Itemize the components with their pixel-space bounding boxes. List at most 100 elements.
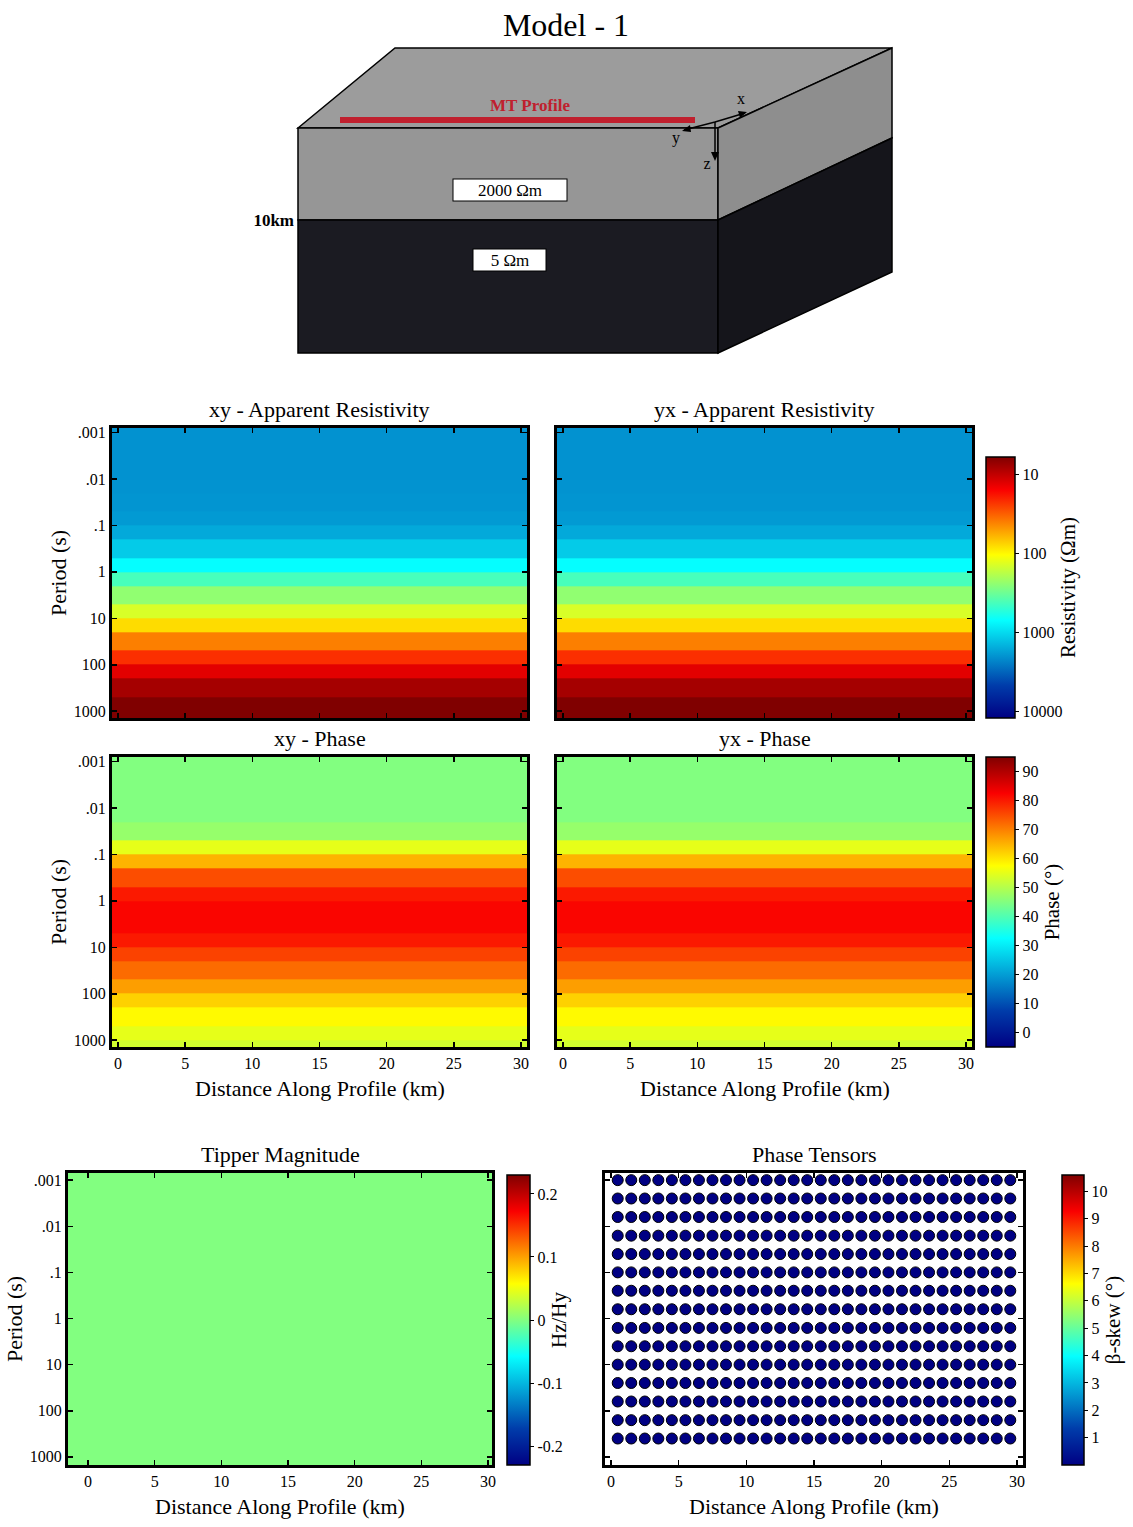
svg-text:Period (s): Period (s) <box>46 859 71 945</box>
svg-text:1000: 1000 <box>1022 624 1054 641</box>
svg-text:25: 25 <box>413 1473 429 1490</box>
svg-text:30: 30 <box>480 1473 496 1490</box>
svg-text:90: 90 <box>1022 763 1038 780</box>
svg-text:.01: .01 <box>42 1218 62 1235</box>
svg-text:0: 0 <box>114 1055 122 1072</box>
svg-text:15: 15 <box>757 1055 773 1072</box>
svg-text:5 Ωm: 5 Ωm <box>491 251 530 270</box>
svg-text:30: 30 <box>1022 937 1038 954</box>
svg-text:1000: 1000 <box>74 1032 106 1049</box>
svg-text:10km: 10km <box>253 211 294 230</box>
svg-text:yx - Apparent Resistivity: yx - Apparent Resistivity <box>654 397 875 422</box>
svg-text:β-skew (°): β-skew (°) <box>1101 1276 1125 1364</box>
svg-text:15: 15 <box>312 1055 328 1072</box>
svg-text:1: 1 <box>54 1310 62 1327</box>
svg-text:70: 70 <box>1022 821 1038 838</box>
svg-text:5: 5 <box>151 1473 159 1490</box>
svg-text:5: 5 <box>1091 1320 1099 1337</box>
svg-text:15: 15 <box>280 1473 296 1490</box>
svg-text:10: 10 <box>213 1473 229 1490</box>
svg-text:xy - Phase: xy - Phase <box>274 726 366 751</box>
svg-text:4: 4 <box>1091 1347 1099 1364</box>
svg-text:xy - Apparent Resistivity: xy - Apparent Resistivity <box>209 397 430 422</box>
svg-text:0: 0 <box>537 1312 545 1329</box>
svg-text:.01: .01 <box>86 800 106 817</box>
svg-text:20: 20 <box>347 1473 363 1490</box>
svg-text:9: 9 <box>1091 1210 1099 1227</box>
svg-text:Tipper Magnitude: Tipper Magnitude <box>201 1142 360 1167</box>
svg-text:.1: .1 <box>94 517 106 534</box>
svg-text:30: 30 <box>958 1055 974 1072</box>
svg-text:6: 6 <box>1091 1292 1099 1309</box>
svg-text:-0.2: -0.2 <box>537 1438 562 1455</box>
svg-text:.1: .1 <box>50 1264 62 1281</box>
svg-text:40: 40 <box>1022 908 1038 925</box>
svg-text:10: 10 <box>90 939 106 956</box>
svg-text:60: 60 <box>1022 850 1038 867</box>
svg-text:.001: .001 <box>78 424 106 441</box>
svg-text:Distance Along Profile (km): Distance Along Profile (km) <box>155 1494 405 1519</box>
svg-text:10: 10 <box>90 610 106 627</box>
svg-text:2000 Ωm: 2000 Ωm <box>478 181 542 200</box>
svg-text:Resistivity (Ωm): Resistivity (Ωm) <box>1056 517 1080 658</box>
svg-text:15: 15 <box>806 1473 822 1490</box>
svg-text:1: 1 <box>98 892 106 909</box>
svg-text:10: 10 <box>689 1055 705 1072</box>
svg-text:7: 7 <box>1091 1265 1099 1282</box>
svg-text:25: 25 <box>941 1473 957 1490</box>
svg-text:80: 80 <box>1022 792 1038 809</box>
svg-text:50: 50 <box>1022 879 1038 896</box>
svg-text:0: 0 <box>607 1473 615 1490</box>
svg-text:-0.1: -0.1 <box>537 1375 562 1392</box>
svg-text:0.2: 0.2 <box>537 1186 557 1203</box>
svg-text:Distance Along Profile (km): Distance Along Profile (km) <box>689 1494 939 1519</box>
svg-text:10: 10 <box>46 1356 62 1373</box>
svg-text:5: 5 <box>181 1055 189 1072</box>
svg-text:0.1: 0.1 <box>537 1249 557 1266</box>
svg-text:Period (s): Period (s) <box>46 530 71 616</box>
svg-text:5: 5 <box>675 1473 683 1490</box>
svg-text:10: 10 <box>1022 466 1038 483</box>
svg-text:2: 2 <box>1091 1402 1099 1419</box>
svg-text:Period (s): Period (s) <box>2 1276 27 1362</box>
svg-text:Model - 1: Model - 1 <box>503 7 629 43</box>
svg-text:1000: 1000 <box>74 703 106 720</box>
svg-text:yx - Phase: yx - Phase <box>719 726 811 751</box>
svg-text:3: 3 <box>1091 1375 1099 1392</box>
svg-text:30: 30 <box>513 1055 529 1072</box>
svg-text:1: 1 <box>1091 1429 1099 1446</box>
svg-text:.1: .1 <box>94 846 106 863</box>
svg-text:20: 20 <box>1022 966 1038 983</box>
svg-text:100: 100 <box>38 1402 62 1419</box>
svg-text:Distance Along Profile (km): Distance Along Profile (km) <box>640 1076 890 1101</box>
svg-text:y: y <box>672 129 680 147</box>
svg-text:x: x <box>737 90 745 107</box>
svg-text:30: 30 <box>1009 1473 1025 1490</box>
svg-text:1: 1 <box>98 563 106 580</box>
svg-text:10: 10 <box>1091 1183 1107 1200</box>
svg-text:.001: .001 <box>78 753 106 770</box>
svg-text:10000: 10000 <box>1022 703 1062 720</box>
svg-text:10: 10 <box>738 1473 754 1490</box>
svg-text:1000: 1000 <box>30 1448 62 1465</box>
svg-text:.01: .01 <box>86 471 106 488</box>
svg-text:MT Profile: MT Profile <box>490 96 571 115</box>
svg-text:20: 20 <box>874 1473 890 1490</box>
svg-text:20: 20 <box>379 1055 395 1072</box>
svg-text:8: 8 <box>1091 1238 1099 1255</box>
svg-text:z: z <box>703 155 710 172</box>
svg-text:Distance Along Profile (km): Distance Along Profile (km) <box>195 1076 445 1101</box>
svg-text:25: 25 <box>891 1055 907 1072</box>
svg-text:100: 100 <box>1022 545 1046 562</box>
svg-text:0: 0 <box>559 1055 567 1072</box>
svg-text:Hz/Hy: Hz/Hy <box>547 1292 571 1348</box>
svg-text:10: 10 <box>1022 995 1038 1012</box>
svg-text:.001: .001 <box>34 1172 62 1189</box>
svg-text:25: 25 <box>446 1055 462 1072</box>
svg-text:Phase (°): Phase (°) <box>1040 864 1064 941</box>
svg-text:Phase Tensors: Phase Tensors <box>752 1142 877 1167</box>
svg-text:100: 100 <box>82 656 106 673</box>
svg-text:0: 0 <box>1022 1024 1030 1041</box>
svg-text:5: 5 <box>626 1055 634 1072</box>
svg-text:20: 20 <box>824 1055 840 1072</box>
